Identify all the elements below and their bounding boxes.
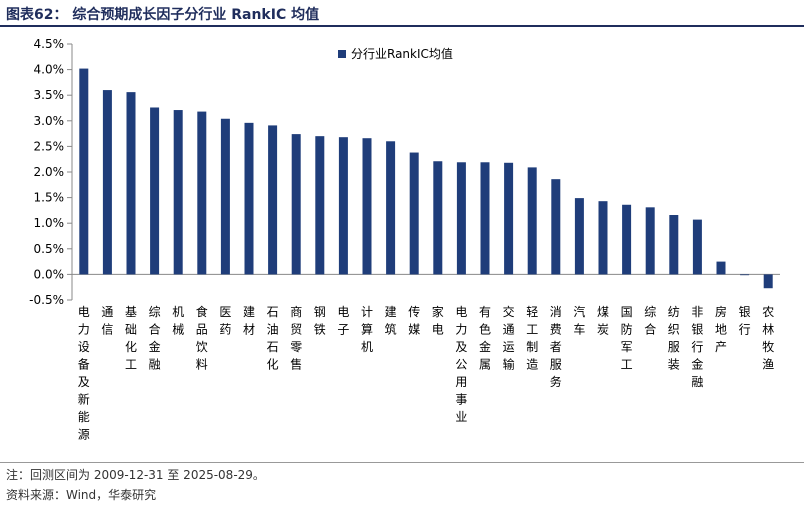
bar (197, 111, 207, 275)
bar (150, 107, 160, 275)
y-tick-label: 2.0% (34, 165, 65, 179)
x-tick-label: 电子 (337, 305, 349, 337)
x-tick-label: 综合金融 (149, 305, 161, 372)
x-tick-label: 汽车 (573, 304, 585, 337)
bar (244, 122, 254, 275)
x-tick-label: 机械 (172, 305, 184, 337)
x-tick-label: 有色金属 (479, 305, 491, 372)
y-tick-label: 4.5% (34, 37, 65, 51)
header-rule (0, 25, 804, 27)
y-tick-label: 3.0% (34, 114, 65, 128)
figure-title: 图表62： 综合预期成长因子分行业 RankIC 均值 (6, 7, 320, 23)
x-tick-label: 综合 (644, 305, 656, 337)
x-tick-label: 银行 (739, 305, 751, 337)
x-tick-label: 非银行金融 (691, 305, 703, 389)
bar (527, 167, 537, 275)
x-tick-label: 纺织服装 (668, 305, 680, 372)
x-tick-label: 国防军工 (621, 305, 633, 372)
bar (551, 179, 561, 275)
bar (716, 261, 726, 275)
y-tick-label: -0.5% (29, 293, 64, 307)
bar (409, 152, 419, 275)
x-tick-label: 轻工制造 (526, 305, 538, 372)
bar (763, 274, 773, 289)
x-tick-label: 电力及公用事业 (455, 305, 467, 424)
x-tick-label: 建筑 (385, 305, 397, 337)
bar (386, 141, 396, 275)
x-tick-label: 电力设备及新能源 (78, 305, 90, 442)
x-tick-label: 消费者服务 (550, 305, 562, 389)
bar (433, 161, 443, 275)
bar (268, 125, 278, 275)
bar (220, 118, 230, 275)
bar (102, 90, 112, 275)
bar (173, 110, 183, 275)
legend-swatch (338, 50, 346, 58)
x-tick-label: 农林牧渔 (762, 305, 774, 372)
x-tick-label: 基础化工 (125, 305, 137, 372)
x-tick-label: 食品饮料 (196, 304, 208, 372)
y-tick-label: 0.5% (34, 242, 65, 256)
bar (692, 219, 702, 275)
y-tick-label: 1.0% (34, 216, 65, 230)
bar (126, 92, 136, 275)
bar (315, 136, 325, 275)
y-tick-label: 3.5% (34, 88, 65, 102)
x-tick-label: 交通运输 (503, 304, 515, 372)
x-tick-label: 医药 (219, 305, 231, 337)
bar (480, 162, 490, 275)
x-tick-label: 煤炭 (597, 305, 609, 337)
footer-rule (0, 462, 804, 463)
bar (622, 204, 632, 275)
x-tick-label: 石油石化 (267, 305, 279, 372)
x-tick-label: 建材 (243, 305, 255, 337)
y-tick-label: 2.5% (34, 139, 65, 153)
x-tick-label: 传媒 (408, 304, 420, 337)
bar (740, 274, 750, 276)
bar (598, 201, 608, 275)
x-tick-label: 商贸零售 (290, 304, 302, 372)
x-tick-label: 钢铁 (314, 305, 326, 337)
figure-header: 图表62： 综合预期成长因子分行业 RankIC 均值 (0, 0, 804, 27)
bar (338, 137, 348, 275)
x-tick-label: 房地产 (715, 304, 727, 354)
y-tick-label: 4.0% (34, 63, 65, 77)
x-tick-label: 通信 (101, 305, 113, 337)
legend-label: 分行业RankIC均值 (351, 46, 453, 61)
x-tick-label: 计算机 (361, 305, 373, 354)
bar (669, 215, 679, 275)
bar (504, 162, 514, 275)
bar (645, 207, 655, 275)
x-tick-label: 家电 (432, 304, 444, 337)
bar (291, 134, 301, 275)
footer-source: 资料来源：Wind，华泰研究 (6, 488, 157, 502)
footer-note: 注：回测区间为 2009-12-31 至 2025-08-29。 (6, 468, 265, 482)
y-tick-label: 0.0% (34, 267, 65, 281)
y-tick-label: 1.5% (34, 191, 65, 205)
bar (574, 198, 584, 275)
bar (362, 138, 372, 275)
bar-chart: 4.5% 4.0% 3.5% 3.0% 2.5% 2.0% 1.5% 1.0% 0.5% 0.0%… (29, 37, 780, 442)
bar (456, 162, 466, 275)
bar (79, 68, 89, 275)
